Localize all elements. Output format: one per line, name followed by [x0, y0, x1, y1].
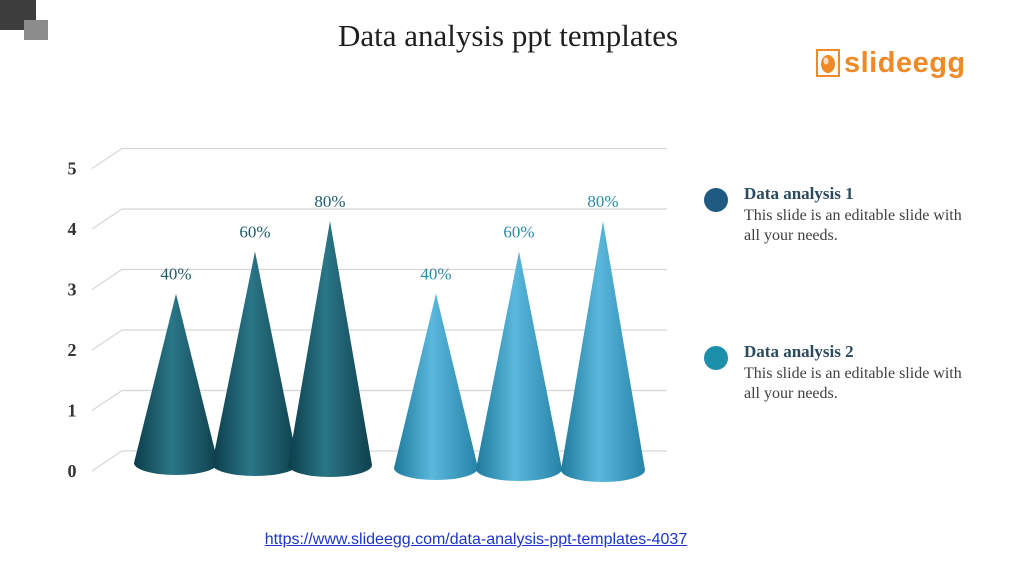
legend-heading-2: Data analysis 2: [744, 342, 854, 361]
gridline: [91, 208, 667, 230]
y-tick-label: 4: [68, 219, 77, 239]
cone-bar: [476, 251, 562, 481]
legend-dot-2: [704, 346, 728, 370]
gridline: [91, 329, 667, 351]
footer-link[interactable]: https://www.slideegg.com/data-analysis-p…: [264, 531, 688, 548]
slideegg-logo: slideegg: [816, 46, 966, 80]
y-tick-label: 3: [68, 280, 77, 300]
gridline: [91, 268, 667, 290]
egg-logo-icon: [816, 49, 840, 77]
cone-bar: [561, 221, 645, 482]
y-tick-label: 1: [68, 401, 77, 421]
legend-heading-1: Data analysis 1: [744, 184, 854, 203]
legend-dot-1: [704, 188, 728, 212]
cone-bar: [134, 293, 218, 475]
cone-bar: [288, 221, 372, 477]
data-label: 40%: [160, 265, 191, 284]
legend-text-1: This slide is an editable slide with all…: [744, 207, 962, 244]
data-label: 60%: [503, 222, 534, 241]
data-label: 80%: [314, 192, 345, 211]
gridline: [91, 147, 667, 169]
y-tick-label: 2: [68, 340, 77, 360]
cone-bar: [394, 293, 478, 480]
corner-decoration-light: [24, 20, 48, 40]
y-tick-label: 5: [68, 159, 77, 179]
data-label: 60%: [239, 222, 270, 241]
gridline: [91, 389, 667, 411]
logo-text: slideegg: [844, 46, 966, 79]
cone-bar: [212, 251, 298, 476]
data-label: 40%: [420, 265, 451, 284]
legend-text-2: This slide is an editable slide with all…: [744, 365, 962, 402]
slide-title: Data analysis ppt templates: [337, 18, 679, 53]
data-label: 80%: [587, 192, 618, 211]
y-tick-label: 0: [68, 461, 77, 481]
